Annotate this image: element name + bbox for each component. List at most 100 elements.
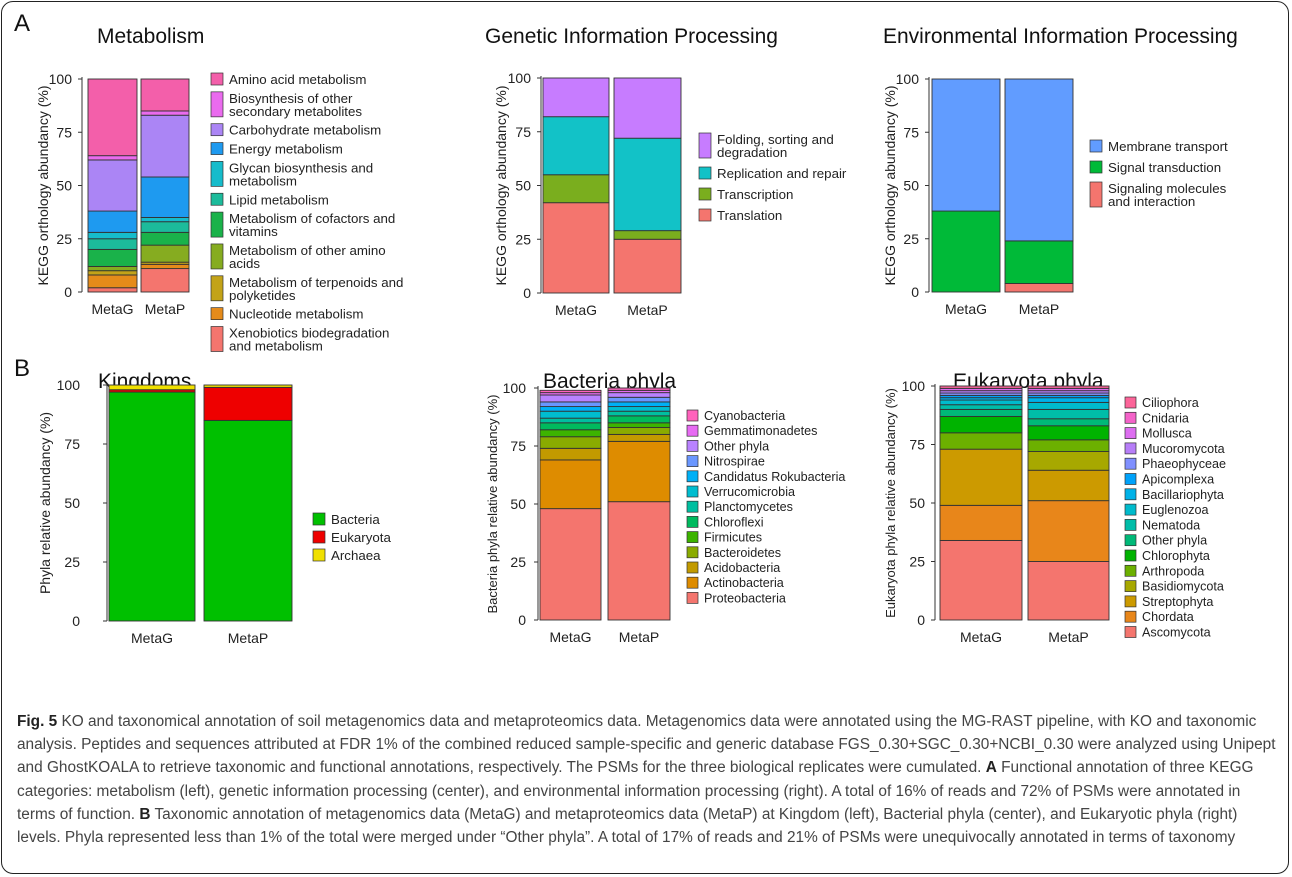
figure-caption: Fig. 5 KO and taxonomical annotation of … xyxy=(17,710,1279,849)
genetic-legend-swatch-replication-and-repair xyxy=(698,166,712,180)
metabolism-bar-metag-energy-metabolism xyxy=(87,210,138,233)
bacteria-bar-metag-other-phyla xyxy=(539,394,602,403)
bacteria-y-axis-label: Bacteria phyla relative abundancy (%) xyxy=(485,395,500,614)
metabolism-bar-metap-xenobiotics-biodegradation-and-metabolism xyxy=(140,268,190,293)
kingdoms-bar-metap-eukaryota xyxy=(203,386,293,421)
metabolism-bar-metag-amino-acid-metabolism xyxy=(87,78,138,157)
kingdoms-x-tick-label-metap: MetaP xyxy=(228,630,268,646)
kingdoms-y-tick-label-25: 25 xyxy=(64,554,80,570)
metabolism-bar-metap-biosynthesis-of-other-secondary-metabolites xyxy=(140,110,190,116)
metabolism-bar-metag-metabolism-of-cofactors-and-vitamins xyxy=(87,248,138,267)
bacteria-bar-metag-verrucomicrobia xyxy=(539,410,602,419)
eukaryota-legend-swatch-streptophyta xyxy=(1124,595,1137,608)
charts-svg: 0 25 50 75 100 KEGG orthology abundancy (%) Me… xyxy=(35,70,1228,646)
bacteria-bar-metag-candidatus-rokubacteria xyxy=(539,406,602,412)
bacteria-bar-metap-cyanobacteria xyxy=(607,387,671,391)
eukaryota-y-tick-label-75: 75 xyxy=(909,437,925,453)
genetic-bar-metap-translation xyxy=(613,238,682,294)
bacteria-legend-label-planctomycetes: Planctomycetes xyxy=(704,500,793,514)
bacteria-y-tick-label-75: 75 xyxy=(510,438,526,454)
kingdoms-y-tick-label-75: 75 xyxy=(64,436,80,452)
environmental-bar-metap-signaling-molecules-and-interaction xyxy=(1004,283,1074,293)
bacteria-y-tick-label-50: 50 xyxy=(510,496,526,512)
metabolism-legend-swatch-biosynthesis-of-other-secondary-metabolites xyxy=(210,91,224,118)
metabolism-legend-swatch-glycan-biosynthesis-and-metabolism xyxy=(210,161,224,187)
bacteria-legend-label-candidatus-rokubacteria: Candidatus Rokubacteria xyxy=(704,470,845,484)
eukaryota-legend-label-nematoda: Nematoda xyxy=(1142,518,1200,532)
genetic-legend-label-transcription: Transcription xyxy=(717,187,793,202)
metabolism-x-tick-label-metag: MetaG xyxy=(91,301,133,317)
kingdoms-legend-swatch-archaea xyxy=(312,548,326,562)
bacteria-legend-swatch-actinobacteria xyxy=(686,576,699,589)
metabolism-legend-swatch-metabolism-of-cofactors-and-vitamins xyxy=(210,211,224,238)
kingdoms-legend-swatch-eukaryota xyxy=(312,530,326,544)
bacteria-legend-label-acidobacteria: Acidobacteria xyxy=(704,561,780,575)
eukaryota-legend-swatch-phaeophyceae xyxy=(1124,457,1137,470)
kingdoms-bar-metag-archaea xyxy=(108,384,196,391)
bacteria-legend-swatch-cyanobacteria xyxy=(686,409,699,422)
eukaryota-bar-metap-euglenozoa xyxy=(1027,401,1110,410)
bacteria-y-tick-label-25: 25 xyxy=(510,554,526,570)
bacteria-legend-swatch-gemmatimonadetes xyxy=(686,424,699,437)
eukaryota-bar-metap-streptophyta xyxy=(1027,469,1110,502)
eukaryota-legend-swatch-basidiomycota xyxy=(1124,580,1137,592)
kingdoms-bar-metag-bacteria xyxy=(108,391,196,622)
metabolism-legend-swatch-metabolism-of-terpenoids-and-polyketides xyxy=(210,275,224,302)
eukaryota-bar-metag-ciliophora xyxy=(939,385,1023,389)
bacteria-bar-metap-chloroflexi xyxy=(607,415,671,424)
kingdoms-y-axis-label: Phyla relative abundancy (%) xyxy=(37,412,53,594)
bacteria-y-tick-label-0: 0 xyxy=(518,612,526,628)
kingdoms-bar-metap-bacteria xyxy=(203,419,293,622)
environmental-bar-metag-signal-transduction xyxy=(931,210,1001,293)
genetic-legend-label-translation: Translation xyxy=(717,208,782,223)
kingdoms-legend-swatch-bacteria xyxy=(312,512,326,526)
bacteria-legend-swatch-candidatus-rokubacteria xyxy=(686,470,699,483)
eukaryota-legend-swatch-chlorophyta xyxy=(1124,549,1137,562)
bacteria-legend-label-gemmatimonadetes: Gemmatimonadetes xyxy=(704,424,817,438)
metabolism-bar-metap-amino-acid-metabolism xyxy=(140,78,190,112)
caption-text-1: KO and taxonomical annotation of soil me… xyxy=(17,713,1276,777)
eukaryota-bar-metap-arthropoda xyxy=(1027,439,1110,452)
eukaryota-legend-label-ascomycota: Ascomycota xyxy=(1142,626,1211,640)
metabolism-bar-metag-biosynthesis-of-other-secondary-metabolites xyxy=(87,155,138,161)
genetic-y-tick-label-0: 0 xyxy=(523,285,531,301)
chart-title-bacteria: Bacteria phyla xyxy=(543,370,677,393)
bacteria-bar-metap-planctomycetes xyxy=(607,410,671,417)
genetic-bar-metag-folding-sorting-and-degradation xyxy=(542,77,610,118)
bacteria-legend-label-firmicutes: Firmicutes xyxy=(704,531,762,545)
metabolism-legend-label-metabolism-of-terpenoids-and-polyketides: Metabolism of terpenoids and polyketides xyxy=(229,275,403,303)
environmental-y-tick-label-50: 50 xyxy=(903,178,919,194)
caption-fig-label: Fig. 5 xyxy=(17,713,58,730)
eukaryota-legend-label-euglenozoa: Euglenozoa xyxy=(1142,503,1209,517)
bacteria-y-tick-label-100: 100 xyxy=(503,380,527,396)
bacteria-bar-metag-bacteroidetes xyxy=(539,436,602,449)
chart-title-metabolism: Metabolism xyxy=(97,25,205,48)
metabolism-legend-label-glycan-biosynthesis-and-metabolism: Glycan biosynthesis and metabolism xyxy=(229,160,373,188)
eukaryota-y-tick-label-100: 100 xyxy=(902,378,926,394)
caption-label-a: A xyxy=(985,759,997,777)
bacteria-legend-label-nitrospirae: Nitrospirae xyxy=(704,455,765,469)
eukaryota-y-tick-label-0: 0 xyxy=(917,612,925,628)
eukaryota-bar-metap-chlorophyta xyxy=(1027,425,1110,441)
environmental-y-tick-label-25: 25 xyxy=(903,231,919,247)
chart-title-environmental: Environmental Information Processing xyxy=(883,25,1238,48)
eukaryota-bar-metap-nematoda xyxy=(1027,408,1110,420)
genetic-bar-metap-folding-sorting-and-degradation xyxy=(613,77,682,139)
metabolism-bar-metag-carbohydrate-metabolism xyxy=(87,159,138,212)
eukaryota-legend-swatch-bacillariophyta xyxy=(1124,488,1137,501)
eukaryota-legend-swatch-cnidaria xyxy=(1124,411,1137,424)
metabolism-bar-metag-metabolism-of-terpenoids-and-polyketides xyxy=(87,270,138,276)
eukaryota-bar-metap-ascomycota xyxy=(1027,561,1110,621)
bacteria-bar-metag-nitrospirae xyxy=(539,401,602,408)
metabolism-legend-label-amino-acid-metabolism: Amino acid metabolism xyxy=(229,72,366,87)
metabolism-legend-swatch-amino-acid-metabolism xyxy=(210,72,224,86)
eukaryota-bar-metap-bacillariophyta xyxy=(1027,397,1110,403)
kingdoms-y-tick-label-50: 50 xyxy=(64,495,80,511)
metabolism-legend-label-carbohydrate-metabolism: Carbohydrate metabolism xyxy=(229,123,381,138)
kingdoms-legend-label-bacteria: Bacteria xyxy=(331,512,380,527)
bacteria-bar-metap-bacteroidetes xyxy=(607,426,671,435)
metabolism-bar-metag-nucleotide-metabolism xyxy=(87,274,138,289)
eukaryota-legend-label-phaeophyceae: Phaeophyceae xyxy=(1142,457,1226,471)
environmental-legend-label-signal-transduction: Signal transduction xyxy=(1108,160,1221,175)
genetic-y-axis-label: KEGG orthology abundancy (%) xyxy=(493,86,509,286)
